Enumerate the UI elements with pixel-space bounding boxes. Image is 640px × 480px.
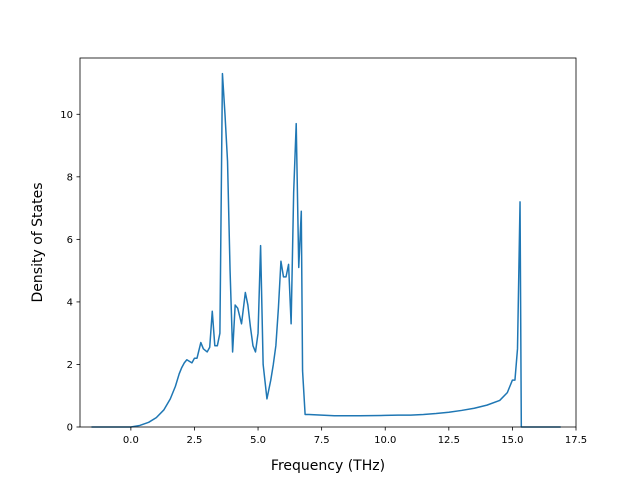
x-tick-label: 0.0 bbox=[123, 435, 139, 446]
x-tick-label: 10.0 bbox=[374, 435, 396, 446]
y-tick-label: 4 bbox=[67, 297, 73, 308]
y-axis-label: Density of States bbox=[30, 183, 46, 303]
x-tick-label: 5.0 bbox=[250, 435, 266, 446]
dos-line-series-0 bbox=[91, 72, 561, 428]
x-axis-ticks: 0.0 2.5 5.0 7.5 10.0 12.5 15.0 17.5 bbox=[123, 427, 587, 446]
x-axis-label: Frequency (THz) bbox=[271, 458, 385, 474]
x-tick-label: 15.0 bbox=[501, 435, 523, 446]
x-tick-label: 7.5 bbox=[314, 435, 330, 446]
y-tick-label: 10 bbox=[60, 110, 73, 121]
x-tick-label: 17.5 bbox=[565, 435, 587, 446]
x-tick-label: 2.5 bbox=[187, 435, 203, 446]
plot-area bbox=[91, 72, 561, 428]
axes-frame bbox=[79, 57, 577, 428]
y-tick-label: 8 bbox=[67, 172, 73, 183]
y-tick-label: 0 bbox=[67, 423, 73, 434]
x-tick-label: 12.5 bbox=[438, 435, 460, 446]
y-tick-label: 6 bbox=[67, 235, 73, 246]
y-axis-ticks: 0 2 4 6 8 10 bbox=[60, 110, 80, 434]
y-tick-label: 2 bbox=[67, 360, 73, 371]
